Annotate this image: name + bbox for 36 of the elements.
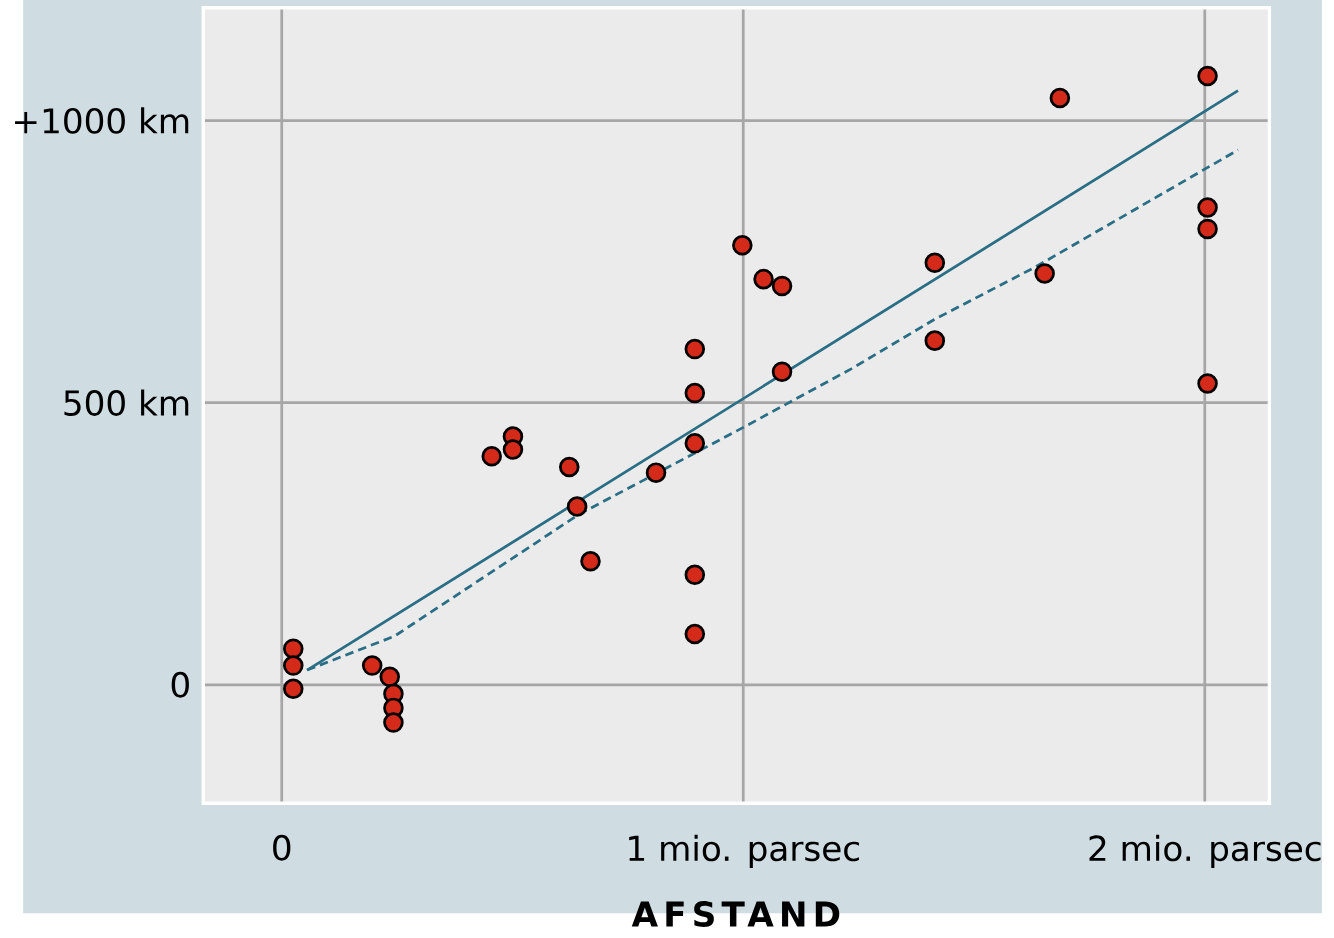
point <box>566 496 588 517</box>
x-axis-title: AFSTAND <box>631 900 840 927</box>
y-tick-label: 500 km <box>64 389 189 416</box>
point <box>379 666 400 687</box>
point <box>684 432 706 454</box>
point <box>684 564 706 585</box>
point <box>1197 197 1218 218</box>
x-tick-label: 0 <box>273 834 291 861</box>
point <box>684 382 706 404</box>
point <box>753 268 774 290</box>
y-tick-label: +1000 km <box>15 107 189 134</box>
point <box>361 655 383 676</box>
x-tick-label: 2 mio. parsec <box>1089 834 1321 868</box>
point <box>684 623 706 645</box>
x-tick-label: 1 mio. parsec <box>629 834 859 868</box>
point <box>1049 87 1071 109</box>
point <box>771 275 793 296</box>
point <box>924 330 946 351</box>
point <box>559 456 580 478</box>
point <box>580 550 601 572</box>
point <box>502 439 524 460</box>
point <box>1034 263 1055 284</box>
point <box>771 361 793 382</box>
point <box>283 655 304 676</box>
point <box>283 638 304 659</box>
point <box>283 678 304 699</box>
y-tick-label: 0 <box>171 671 189 698</box>
point <box>1197 373 1218 394</box>
point <box>383 712 404 733</box>
point <box>732 234 753 256</box>
point <box>1197 65 1218 87</box>
point <box>645 462 667 483</box>
point <box>684 338 706 360</box>
point <box>1197 218 1218 239</box>
point <box>924 252 946 273</box>
point <box>481 445 502 467</box>
